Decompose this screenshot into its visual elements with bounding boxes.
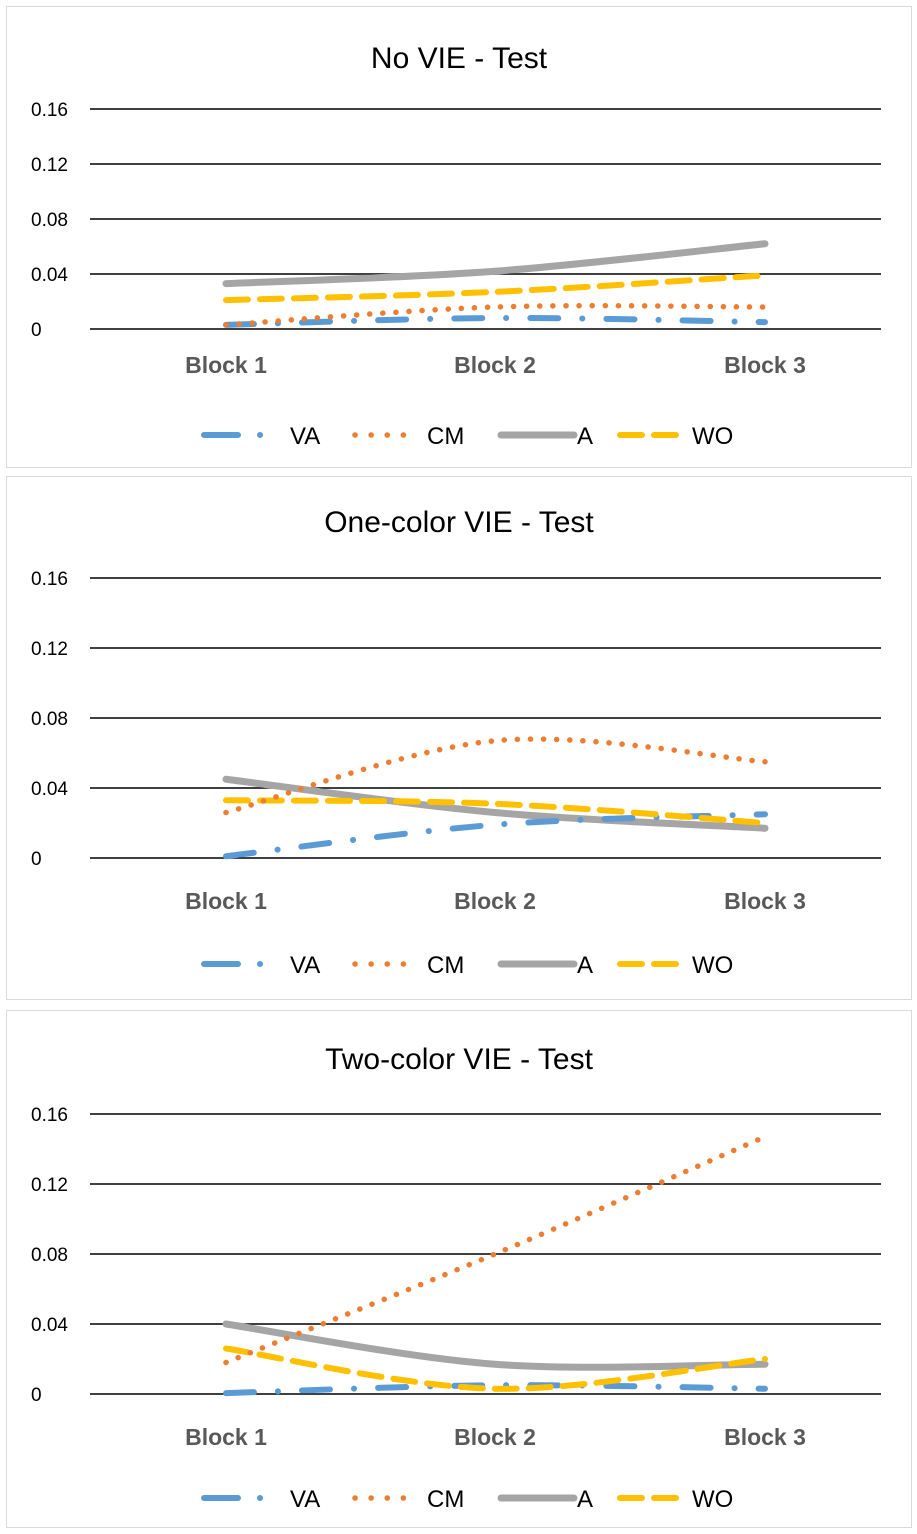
y-tick-label: 0.16	[31, 1105, 68, 1126]
legend-label-cm: CM	[427, 1486, 464, 1513]
legend-label-wo: WO	[692, 1486, 733, 1513]
x-tick-label: Block 3	[724, 352, 806, 378]
y-tick-label: 0.08	[31, 210, 68, 231]
legend-label-a: A	[577, 423, 593, 450]
y-tick-label: 0	[31, 849, 42, 870]
y-tick-label: 0.12	[31, 1175, 68, 1196]
chart-title: One-color VIE - Test	[324, 506, 594, 539]
x-tick-label: Block 3	[724, 1424, 806, 1450]
series-line-wo	[223, 797, 768, 826]
legend-label-va: VA	[290, 952, 320, 979]
legend-label-wo: WO	[692, 952, 733, 979]
x-tick-label: Block 1	[185, 888, 267, 914]
y-tick-label: 0	[31, 1385, 42, 1406]
legend-label-va: VA	[290, 423, 320, 450]
series-line-wo	[223, 1345, 768, 1392]
legend-label-cm: CM	[427, 952, 464, 979]
chart-two-color-vie: Two-color VIE - Test 0 0.04 0.08 0.12 0.16 Blo…	[31, 1043, 881, 1513]
series-line-cm	[223, 302, 768, 328]
series-line-cm	[223, 736, 768, 816]
x-tick-label: Block 1	[185, 1424, 267, 1450]
y-tick-label: 0.04	[31, 1315, 68, 1336]
y-tick-label: 0.16	[31, 100, 68, 121]
series-line-wo	[223, 272, 768, 304]
y-tick-label: 0.12	[31, 639, 68, 660]
legend-label-wo: WO	[692, 423, 733, 450]
y-tick-label: 0.08	[31, 1245, 68, 1266]
series-line-va	[223, 811, 768, 860]
y-tick-label: 0.16	[31, 569, 68, 590]
chart-title: Two-color VIE - Test	[325, 1043, 594, 1076]
chart-title: No VIE - Test	[371, 42, 548, 75]
chart-panel-2: One-color VIE - Test 0 0.04 0.08 0.12 0.16 Blo…	[6, 476, 912, 1000]
chart-panel-1: No VIE - Test 0 0.04 0.08 0.12 0.16 Block 1 Blo…	[6, 6, 912, 468]
y-tick-label: 0	[31, 320, 42, 341]
legend-label-va: VA	[290, 1486, 320, 1513]
x-tick-label: Block 2	[454, 888, 536, 914]
chart-one-color-vie: One-color VIE - Test 0 0.04 0.08 0.12 0.16 Blo…	[31, 506, 881, 979]
y-tick-label: 0.04	[31, 779, 68, 800]
y-tick-label: 0.12	[31, 155, 68, 176]
x-tick-label: Block 2	[454, 1424, 536, 1450]
series-line-a	[222, 775, 769, 832]
chart-no-vie: No VIE - Test 0 0.04 0.08 0.12 0.16 Block 1 Blo…	[31, 42, 881, 450]
series-line-va	[223, 1382, 768, 1397]
series-line-a	[222, 240, 769, 288]
y-tick-label: 0.08	[31, 709, 68, 730]
legend-label-a: A	[577, 952, 593, 979]
y-tick-label: 0.04	[31, 265, 68, 286]
x-tick-label: Block 2	[454, 352, 536, 378]
x-tick-label: Block 3	[724, 888, 806, 914]
series-line-va	[223, 314, 768, 328]
series-line-cm	[223, 1134, 768, 1366]
legend-label-a: A	[577, 1486, 593, 1513]
chart-panel-3: Two-color VIE - Test 0 0.04 0.08 0.12 0.16 Blo…	[6, 1010, 912, 1528]
legend-label-cm: CM	[427, 423, 464, 450]
x-tick-label: Block 1	[185, 352, 267, 378]
